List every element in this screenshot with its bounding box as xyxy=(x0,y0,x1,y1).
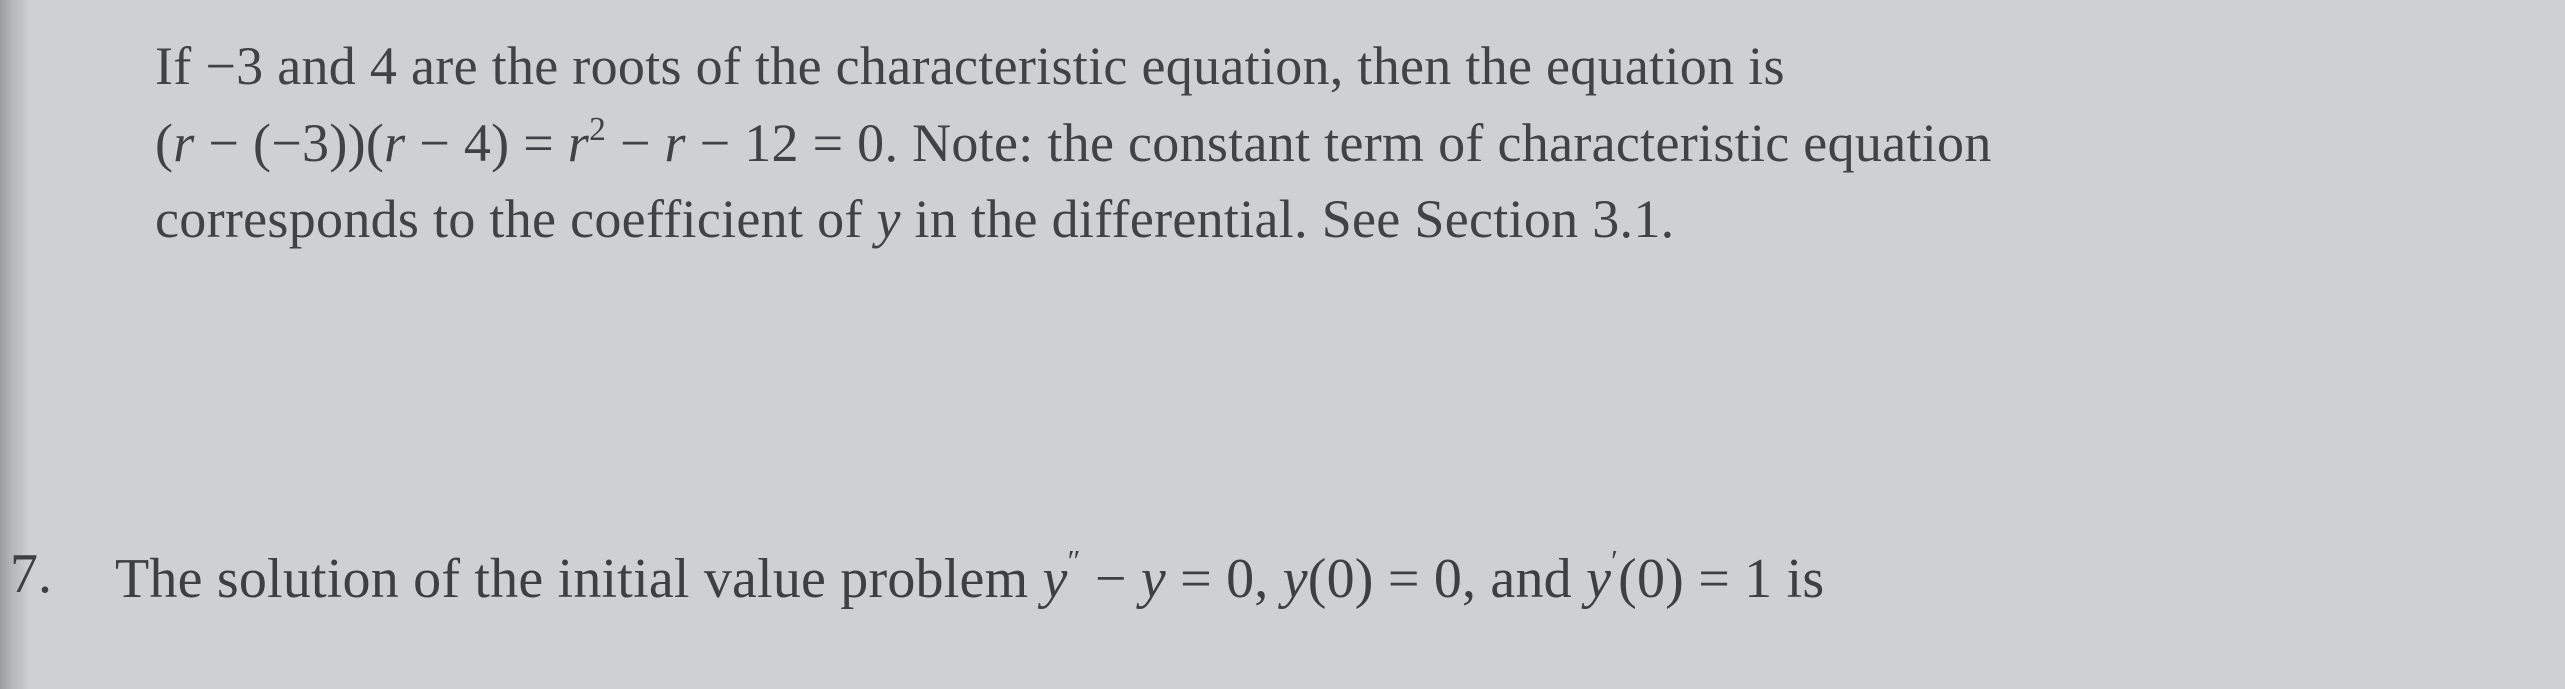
text: − 4) = xyxy=(406,113,568,173)
text: are the roots of the characteristic equa… xyxy=(397,36,1785,96)
text: − xyxy=(1081,548,1141,610)
text: − xyxy=(606,113,664,173)
problem-number: 7. xyxy=(10,542,52,606)
text: (0) = 0, and xyxy=(1308,548,1586,610)
var-y: y xyxy=(1141,548,1166,610)
text: If xyxy=(155,36,205,96)
text: − (−3))( xyxy=(195,113,385,173)
text: − 12 = 0. xyxy=(686,113,912,173)
problem-statement: The solution of the initial value proble… xyxy=(115,542,2495,618)
text: 4 xyxy=(370,36,397,96)
text: = 0, xyxy=(1166,548,1283,610)
double-prime: ″ xyxy=(1068,544,1081,578)
text: ( xyxy=(155,113,173,173)
var-r: r xyxy=(173,113,194,173)
text: corresponds to the coefficient of xyxy=(155,189,876,249)
var-r: r xyxy=(568,113,589,173)
text: and xyxy=(263,36,369,96)
var-r: r xyxy=(665,113,686,173)
text: Note: the constant term of characteristi… xyxy=(912,113,1992,173)
var-y: y xyxy=(1283,548,1308,610)
var-y: y xyxy=(1043,548,1068,610)
exponent: 2 xyxy=(589,111,606,148)
prime: ′ xyxy=(1611,544,1618,578)
var-r: r xyxy=(384,113,405,173)
var-y: y xyxy=(1586,548,1611,610)
text: −3 xyxy=(205,36,263,96)
text: in the differential. See Section 3.1. xyxy=(901,189,1675,249)
text: The solution of the initial value proble… xyxy=(115,548,1043,610)
explanation-block: If −3 and 4 are the roots of the charact… xyxy=(155,28,2465,258)
text: (0) = 1 is xyxy=(1618,548,1824,610)
var-y: y xyxy=(876,189,900,249)
page: If −3 and 4 are the roots of the charact… xyxy=(0,0,2565,689)
